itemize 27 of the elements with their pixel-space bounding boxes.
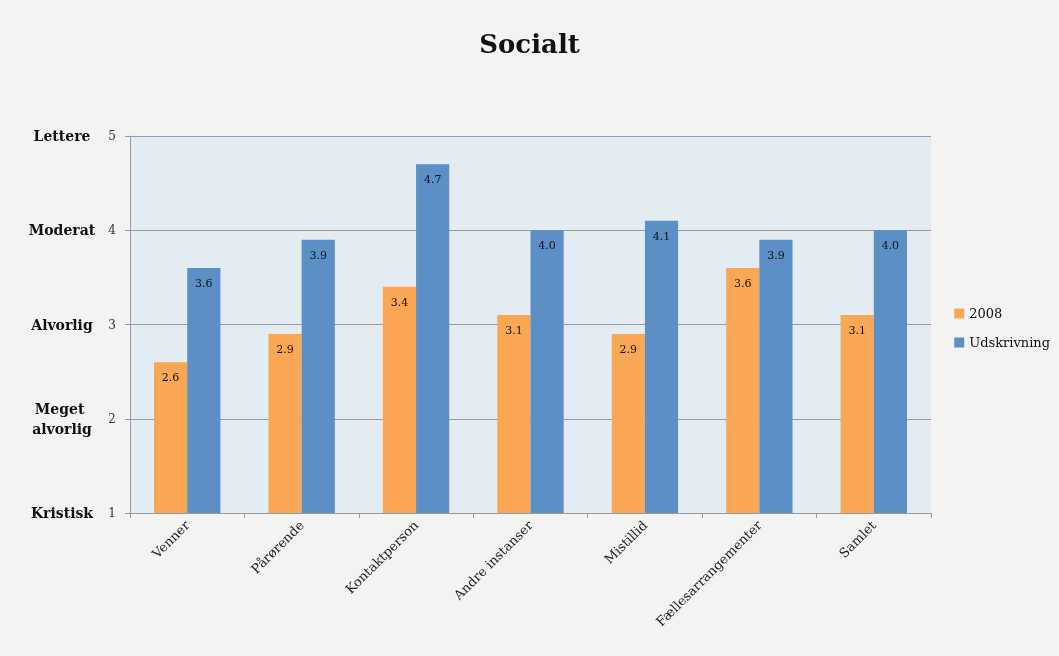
data-label: 4.0 xyxy=(881,239,900,253)
text: Moderat xyxy=(28,222,96,239)
text: Meget alvorlig xyxy=(32,400,93,437)
y-tick-label: 4 xyxy=(108,223,117,238)
data-label: 4.7 xyxy=(423,173,442,187)
y-tick-label: 5 xyxy=(108,129,116,143)
y-tick-label: 1 xyxy=(108,506,116,520)
data-label: 4.0 xyxy=(538,239,556,253)
data-label: 3.6 xyxy=(734,276,752,290)
text: Lettere xyxy=(33,128,91,144)
y-tick-label: 3 xyxy=(108,317,116,332)
data-label: 2.6 xyxy=(161,371,180,385)
data-label: 3.1 xyxy=(505,324,523,338)
chart-title: Socialt xyxy=(479,29,580,59)
data-label: 3.4 xyxy=(390,295,409,309)
data-label: 3.9 xyxy=(309,248,327,262)
legend-label: 2008 xyxy=(969,306,1003,321)
data-label: 3.6 xyxy=(195,276,213,290)
text: Kristisk xyxy=(30,505,94,521)
data-label: 3.1 xyxy=(848,324,866,338)
data-label: 3.9 xyxy=(767,248,785,262)
y-tick-label: 2 xyxy=(108,411,116,426)
data-label: 2.9 xyxy=(276,342,294,356)
data-label: 2.9 xyxy=(619,342,638,356)
text: Alvorlig xyxy=(30,316,93,333)
legend-label: Udskrivning xyxy=(969,335,1051,350)
data-label: 4.1 xyxy=(652,229,671,243)
